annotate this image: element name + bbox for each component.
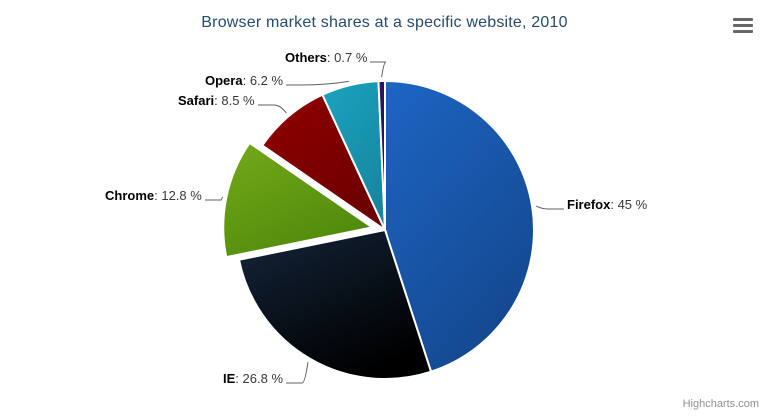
hamburger-bar-2 bbox=[733, 24, 753, 27]
data-label-value: 45 % bbox=[617, 197, 648, 212]
data-label-value: 12.8 % bbox=[161, 188, 202, 203]
connector-chrome bbox=[205, 196, 223, 201]
data-label-name: Others bbox=[285, 50, 327, 65]
pie-slice-ie[interactable] bbox=[237, 228, 433, 380]
data-label-others: Others: 0.7 % bbox=[285, 50, 368, 65]
chart-title: Browser market shares at a specific webs… bbox=[201, 14, 568, 31]
hamburger-menu-icon[interactable] bbox=[731, 14, 755, 36]
pie-slice-firefox[interactable] bbox=[384, 79, 535, 373]
data-label-value: 8.5 % bbox=[221, 93, 255, 108]
pie-slice-others[interactable] bbox=[377, 79, 386, 231]
hamburger-bar-3 bbox=[733, 30, 753, 33]
data-label-name: Chrome bbox=[105, 188, 155, 203]
connector-opera bbox=[286, 80, 349, 86]
data-label-value: 0.7 % bbox=[334, 50, 368, 65]
hamburger-bar-1 bbox=[733, 18, 753, 21]
connector-ie bbox=[286, 362, 309, 384]
data-label-opera: Opera: 6.2 % bbox=[205, 73, 284, 88]
data-label-name: Opera bbox=[205, 73, 243, 88]
connector-others bbox=[370, 61, 387, 78]
data-label-firefox: Firefox: 45 % bbox=[567, 197, 648, 212]
data-label-name: Safari bbox=[178, 93, 215, 108]
data-label-name: Firefox bbox=[567, 197, 611, 212]
data-label-name: IE bbox=[223, 371, 236, 386]
credits-link[interactable]: Highcharts.com bbox=[682, 398, 759, 410]
data-label-value: 26.8 % bbox=[242, 371, 284, 386]
connector-safari bbox=[258, 104, 287, 114]
connector-firefox bbox=[535, 205, 564, 210]
data-label-ie: IE: 26.8 % bbox=[223, 371, 284, 386]
pie-slice-chrome[interactable] bbox=[222, 141, 375, 259]
data-label-chrome: Chrome: 12.8 % bbox=[105, 188, 202, 203]
data-label-safari: Safari: 8.5 % bbox=[178, 93, 255, 108]
data-label-value: 6.2 % bbox=[249, 73, 284, 88]
